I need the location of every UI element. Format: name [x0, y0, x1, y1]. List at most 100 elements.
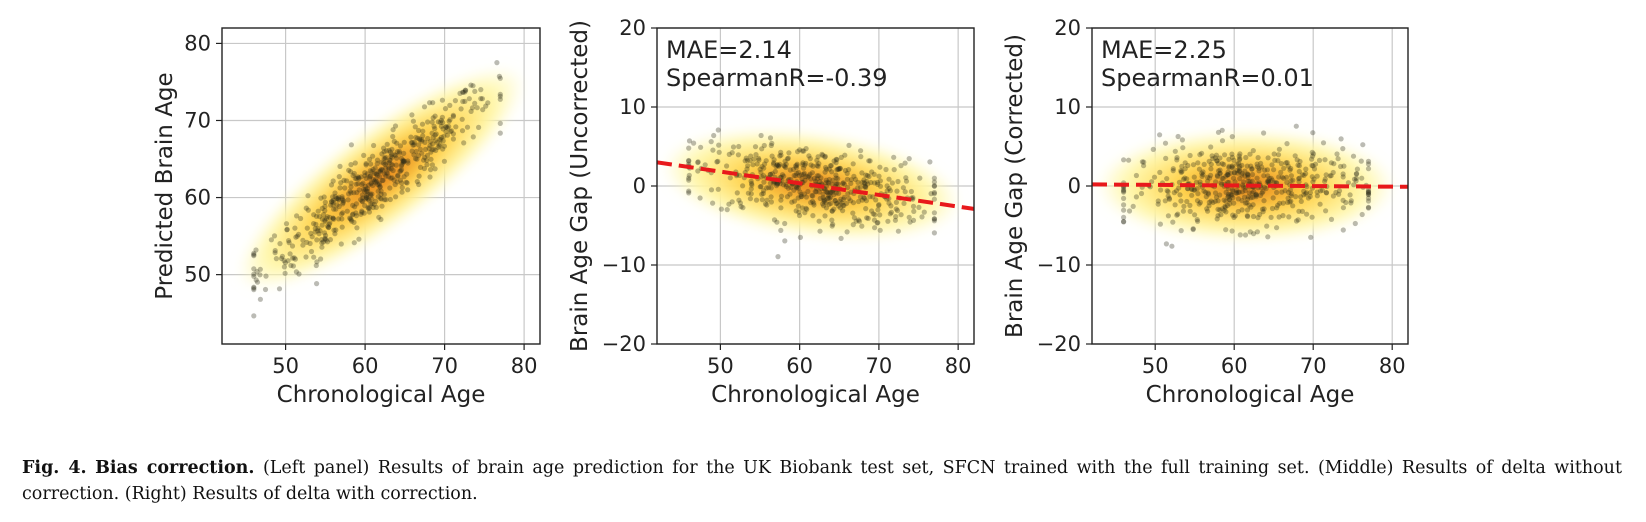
- scatter-point: [1231, 170, 1237, 176]
- scatter-point: [376, 182, 382, 188]
- scatter-point: [869, 208, 875, 214]
- scatter-point: [1210, 156, 1216, 162]
- scatter-point: [304, 239, 310, 245]
- scatter-point: [319, 216, 325, 222]
- scatter-point: [1328, 173, 1334, 179]
- scatter-point: [400, 160, 406, 166]
- x-tick-label: 60: [1221, 354, 1248, 378]
- scatter-point: [443, 129, 449, 135]
- scatter-point: [895, 178, 901, 185]
- scatter-point: [384, 170, 390, 176]
- scatter-point: [441, 143, 447, 149]
- scatter-point: [330, 178, 336, 184]
- scatter-point: [833, 181, 839, 187]
- scatter-point: [415, 153, 422, 159]
- scatter-point: [1322, 176, 1328, 182]
- scatter-point: [1217, 171, 1223, 177]
- scatter-point: [767, 171, 773, 177]
- scatter-point: [695, 159, 701, 165]
- scatter-point: [1244, 200, 1250, 206]
- scatter-point: [1261, 198, 1267, 204]
- scatter-point: [1287, 199, 1293, 205]
- scatter-point: [838, 196, 844, 202]
- scatter-point: [761, 188, 767, 194]
- scatter-point: [327, 237, 333, 243]
- scatter-point: [931, 196, 938, 202]
- scatter-point: [862, 183, 869, 189]
- scatter-point: [1314, 193, 1320, 199]
- scatter-point: [1208, 144, 1214, 150]
- scatter-point: [1121, 202, 1127, 208]
- scatter-point: [886, 176, 892, 182]
- scatter-point: [1319, 187, 1325, 193]
- scatter-point: [864, 215, 870, 221]
- scatter-point: [1235, 189, 1241, 195]
- scatter-point: [1182, 175, 1188, 181]
- scatter-point: [824, 189, 830, 195]
- scatter-point: [288, 262, 294, 269]
- scatter-point: [330, 215, 336, 221]
- scatter-point: [785, 185, 791, 191]
- scatter-point: [804, 206, 810, 212]
- scatter-point: [810, 193, 816, 199]
- scatter-point: [1230, 212, 1236, 218]
- scatter-point: [319, 240, 325, 246]
- scatter-point: [1221, 161, 1227, 168]
- scatter-point: [330, 194, 336, 200]
- scatter-point: [1187, 152, 1193, 159]
- scatter-point: [398, 163, 404, 169]
- scatter-point: [1277, 200, 1283, 206]
- scatter-point: [726, 201, 732, 207]
- scatter-point: [1297, 158, 1303, 165]
- scatter-point: [353, 201, 359, 207]
- scatter-point: [1365, 198, 1372, 204]
- scatter-point: [841, 181, 848, 187]
- scatter-point: [695, 159, 701, 166]
- scatter-point: [298, 215, 304, 222]
- scatter-point: [400, 158, 406, 164]
- scatter-point: [366, 175, 373, 181]
- scatter-point: [383, 173, 389, 179]
- y-tick-label: 80: [184, 31, 211, 55]
- scatter-point: [714, 159, 720, 165]
- scatter-point: [863, 185, 869, 191]
- scatter-point: [1180, 176, 1186, 182]
- scatter-point: [778, 227, 784, 233]
- scatter-point: [401, 139, 407, 145]
- scatter-point: [1187, 202, 1193, 208]
- scatter-point: [1261, 130, 1267, 136]
- y-tick-label: 20: [619, 16, 646, 40]
- scatter-point: [472, 88, 478, 94]
- scatter-point: [868, 179, 874, 186]
- scatter-point: [1237, 176, 1243, 182]
- scatter-point: [1314, 173, 1320, 179]
- scatter-point: [313, 221, 319, 227]
- scatter-point: [331, 206, 337, 212]
- scatter-point: [468, 108, 474, 114]
- scatter-point: [789, 199, 795, 205]
- scatter-point: [888, 209, 895, 215]
- scatter-point: [330, 202, 336, 208]
- scatter-point: [376, 214, 382, 220]
- scatter-point: [1254, 161, 1260, 167]
- scatter-point: [337, 185, 343, 191]
- scatter-point: [866, 173, 872, 180]
- scatter-point: [254, 279, 261, 285]
- scatter-point: [781, 162, 787, 169]
- scatter-point: [876, 203, 882, 209]
- scatter-point: [856, 198, 862, 205]
- scatter-point: [358, 197, 364, 203]
- scatter-point: [736, 143, 742, 150]
- scatter-point: [421, 104, 428, 110]
- scatter-point: [438, 134, 444, 140]
- scatter-point: [284, 226, 290, 232]
- scatter-point: [1170, 166, 1176, 172]
- scatter-point: [859, 223, 865, 229]
- scatter-point: [400, 158, 406, 164]
- scatter-point: [774, 219, 780, 225]
- scatter-point: [1323, 208, 1329, 214]
- scatter-point: [389, 154, 395, 160]
- scatter-point: [840, 180, 847, 186]
- scatter-point: [863, 172, 869, 178]
- scatter-point: [1323, 190, 1330, 196]
